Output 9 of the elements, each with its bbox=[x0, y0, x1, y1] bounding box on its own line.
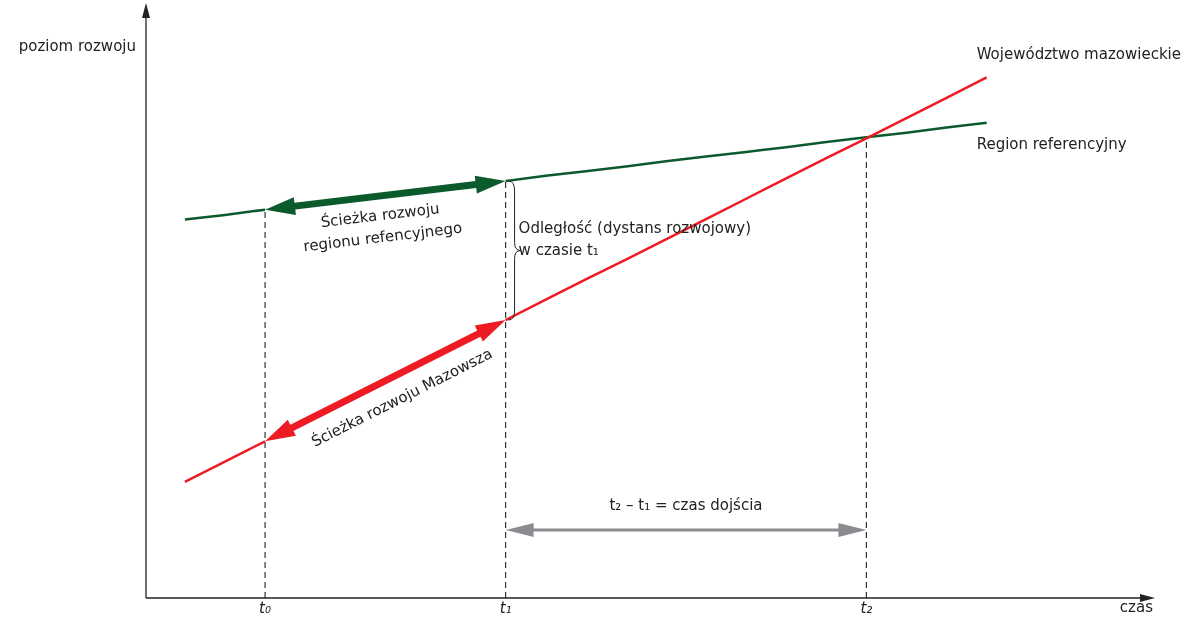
x-tick-label: t₀ bbox=[259, 598, 272, 617]
series-label: Region referencyjny bbox=[976, 134, 1127, 153]
series-label: Województwo mazowieckie bbox=[976, 45, 1181, 64]
text: czas bbox=[1119, 598, 1154, 617]
y-axis-title: poziom rozwoju bbox=[18, 36, 136, 55]
x-tick-label: t₁ bbox=[499, 598, 512, 617]
x-tick-label: t₂ bbox=[860, 598, 873, 617]
annotation: t₂ – t₁ = czas dojścia bbox=[609, 495, 763, 514]
annotation: Ścieżka rozwoju regionu refencyjnego bbox=[302, 198, 463, 256]
